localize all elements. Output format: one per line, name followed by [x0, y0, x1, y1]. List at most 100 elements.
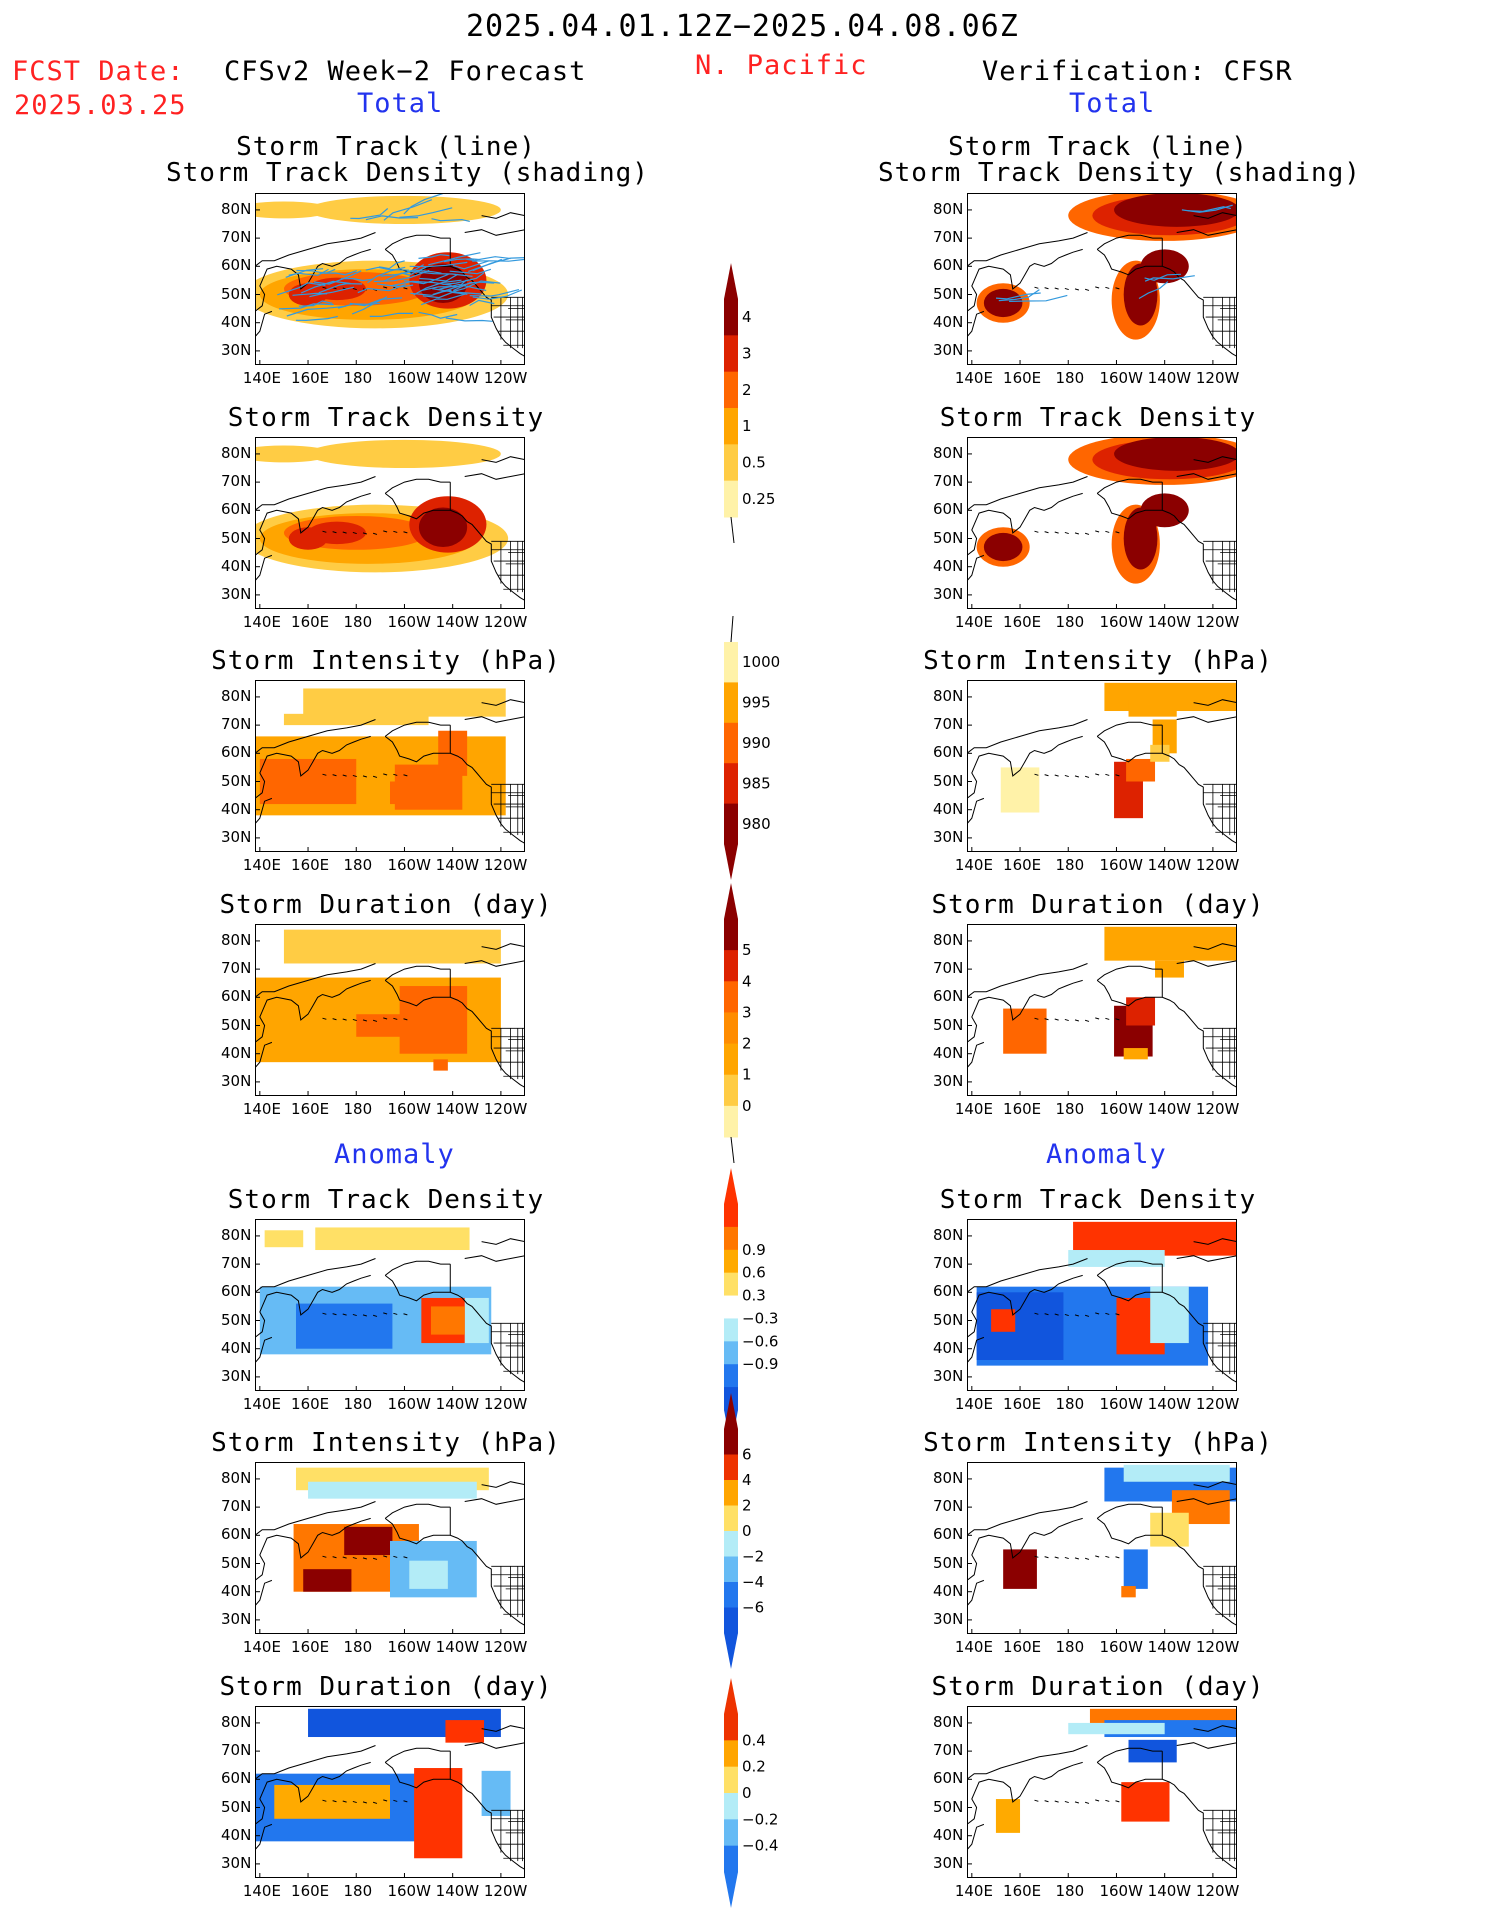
shade-cell: [295, 1303, 393, 1349]
lat-label: 40N: [933, 799, 964, 818]
siberia-inland: [967, 1745, 1088, 1780]
na-west-coast: [1096, 249, 1237, 357]
shading: [255, 688, 506, 816]
us-states: [491, 1565, 525, 1618]
asia-coast: [967, 979, 1083, 1043]
arctic-islands: [1193, 1725, 1237, 1732]
arctic-coast: [464, 960, 525, 967]
lat-label: 80N: [221, 199, 252, 218]
colorbar-segment: [724, 1845, 738, 1873]
storm-tracks: [1181, 204, 1233, 213]
lon-label: 160W: [1099, 1638, 1143, 1656]
colorbar-segment: [724, 1454, 738, 1481]
duration-anomaly-colorbar: 0.4 0.2 0 −0.2 −0.4: [724, 1678, 778, 1908]
panel-title: Storm Track (line): [948, 132, 1248, 162]
japan-coast: [255, 1579, 273, 1607]
colorbar-label: 6: [742, 1446, 752, 1464]
shade-contour: [983, 532, 1023, 562]
japan-coast: [255, 1823, 273, 1851]
aleutian-island: [1044, 287, 1049, 290]
lat-label: 30N: [933, 584, 964, 603]
aleutian-island: [1115, 1800, 1120, 1803]
lon-label: 140W: [435, 1882, 480, 1900]
lat-label: 60N: [221, 500, 252, 519]
storm-track: [373, 269, 430, 283]
lon-label: 140W: [1147, 1395, 1192, 1413]
aleutian-island: [1105, 1799, 1110, 1802]
na-west-coast: [1096, 980, 1237, 1088]
shade-cell: [308, 1481, 477, 1499]
lon-label: 160E: [1003, 369, 1042, 387]
aleutian-island: [1084, 1801, 1090, 1804]
aleutian-island: [1044, 1556, 1049, 1559]
shade-cell: [991, 1309, 1016, 1332]
siberia-inland: [255, 719, 376, 754]
aleutian-island: [393, 1799, 398, 1802]
lon-label: 180: [1055, 1395, 1085, 1413]
verification-intensity-map: [967, 680, 1237, 852]
colorbar-label: 0.2: [742, 1758, 766, 1776]
siberia-inland: [967, 963, 1088, 998]
shade-cell: [264, 1230, 304, 1248]
aleutian-island: [352, 531, 357, 535]
storm-track: [466, 256, 511, 262]
colorbar-bottom-line: [730, 1136, 735, 1164]
shade-contour: [255, 445, 333, 463]
map-frame: [967, 1706, 1237, 1878]
asia-coast: [255, 492, 371, 556]
lon-label: 180: [343, 1882, 373, 1900]
aleutian-island: [1115, 1556, 1120, 1559]
colorbar-label: −4: [742, 1573, 764, 1591]
lon-label: 120W: [1195, 856, 1240, 874]
colorbar-segment: [724, 1607, 738, 1634]
colorbar-label: −0.6: [742, 1332, 778, 1350]
colorbar-segment: [724, 1043, 738, 1076]
aleutian-island: [342, 1556, 347, 1559]
lat-label: 50N: [933, 771, 964, 790]
colorbar-bottom-arrow: [724, 1633, 738, 1669]
verification-track-density-map: [967, 193, 1237, 365]
storm-track: [469, 299, 495, 307]
storm-track: [403, 193, 443, 215]
japan-coast: [255, 1041, 273, 1069]
lon-label: 120W: [483, 1882, 528, 1900]
panel-title: Storm Intensity (hPa): [923, 646, 1273, 676]
alaska-north: [1096, 478, 1163, 494]
aleutian-island: [342, 531, 347, 534]
aleutian-island: [342, 1018, 347, 1021]
arctic-coast: [464, 229, 525, 236]
shade-cell: [344, 1526, 393, 1556]
colorbar-segment: [724, 1505, 738, 1532]
na-west-coast: [1096, 1275, 1237, 1383]
lat-label: 30N: [221, 827, 252, 846]
shade-contour: [418, 507, 468, 547]
lon-label: 120W: [483, 1100, 528, 1118]
map-ticks: [967, 1235, 1214, 1391]
colorbar-segment: [724, 1249, 738, 1274]
shade-cell: [356, 1014, 405, 1037]
aleutian-island: [393, 1017, 398, 1020]
storm-track: [443, 258, 481, 263]
lat-label: 50N: [221, 771, 252, 790]
colorbar-label: 4: [742, 1471, 752, 1489]
lon-label: 140E: [242, 856, 281, 874]
na-west-coast: [1096, 493, 1237, 601]
lon-label: 140E: [242, 613, 281, 631]
lat-label: 30N: [933, 1853, 964, 1872]
colorbar-label: 0: [742, 1522, 752, 1540]
storm-tracks: [995, 289, 1068, 302]
storm-track: [295, 315, 338, 322]
panel-title: Storm Duration (day): [219, 1672, 553, 1702]
shade-cell: [976, 1292, 1064, 1360]
colorbar-label: 1: [742, 1066, 752, 1084]
colorbar-label: 1000: [742, 653, 780, 671]
aleutian-island: [352, 287, 357, 291]
lat-label: 60N: [221, 987, 252, 1006]
arctic-islands: [1193, 456, 1237, 463]
colorbar-segment: [724, 1740, 738, 1768]
verification-density-anomaly-map: [967, 1219, 1237, 1391]
asia-coast: [255, 1517, 371, 1581]
storm-track: [418, 254, 450, 259]
aleutian-island: [1034, 1017, 1039, 1020]
lon-label: 160E: [1003, 856, 1042, 874]
